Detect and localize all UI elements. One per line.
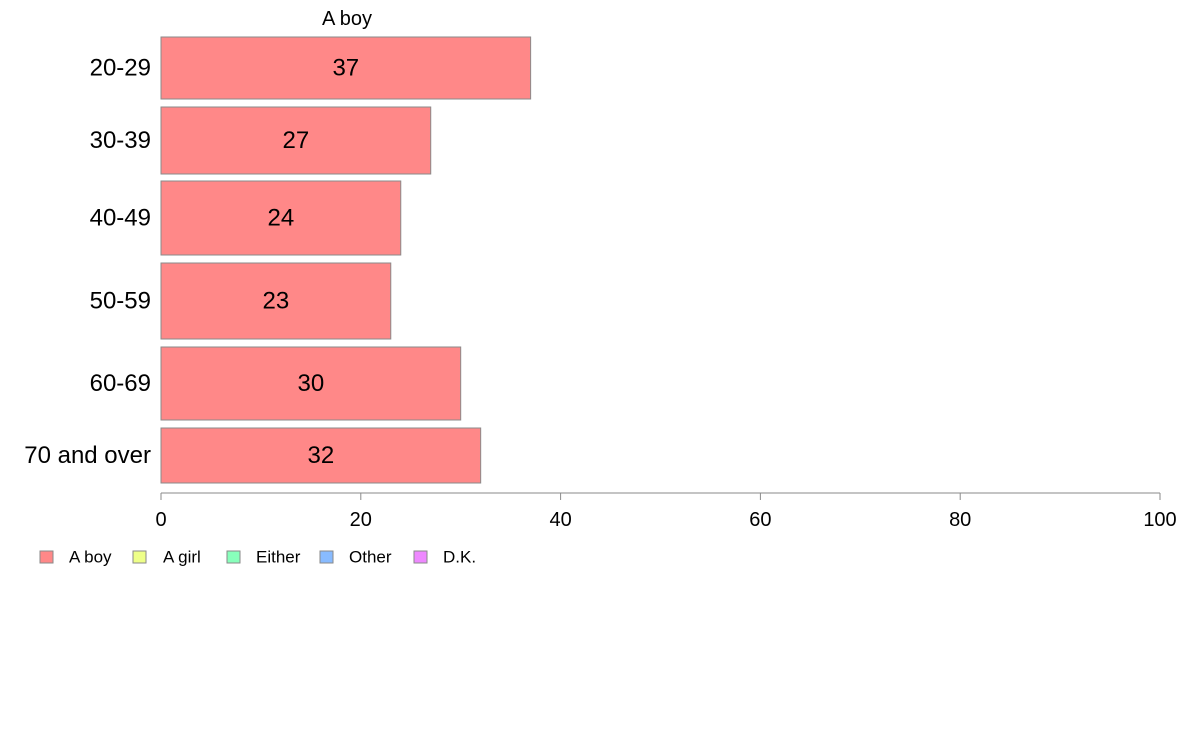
legend-swatch [319, 550, 334, 564]
data-label: 32 [307, 442, 334, 469]
category-label: 30-39 [90, 127, 151, 154]
legend: A boy A girl Either Other D.K. [39, 548, 476, 567]
data-label: 37 [332, 55, 359, 82]
category-label: 60-69 [90, 370, 151, 397]
legend-label: A boy [69, 548, 112, 567]
bar [160, 262, 392, 340]
category-label: 40-49 [90, 205, 151, 232]
bar [160, 346, 462, 421]
legend-swatch [39, 550, 54, 564]
x-tick-label: 20 [350, 509, 372, 531]
legend-swatch [132, 550, 147, 564]
x-tick-label: 60 [749, 509, 771, 531]
x-axis: 0 20 40 60 80 100 [155, 492, 1177, 531]
chart-title: A boy [322, 8, 372, 30]
category-label: 20-29 [90, 55, 151, 82]
data-label: 30 [297, 370, 324, 397]
data-label: 23 [263, 288, 290, 315]
x-tick-label: 40 [549, 509, 571, 531]
bars-layer: 20-29 37 30-39 27 40-49 24 50-59 23 60-69 30 70 an… [24, 36, 532, 484]
bar [160, 180, 402, 256]
x-tick-label: 0 [155, 509, 166, 531]
bar [160, 36, 532, 100]
legend-swatch [226, 550, 241, 564]
data-label: 24 [268, 205, 295, 232]
bar [160, 106, 432, 175]
x-tick-label: 100 [1143, 509, 1176, 531]
legend-label: Other [349, 548, 392, 567]
legend-label: A girl [163, 548, 201, 567]
legend-swatch [413, 550, 428, 564]
data-label: 27 [283, 127, 310, 154]
x-tick-label: 80 [949, 509, 971, 531]
legend-label: D.K. [443, 548, 476, 567]
category-label: 50-59 [90, 288, 151, 315]
category-label: 70 and over [24, 442, 151, 469]
bar [160, 427, 482, 484]
legend-label: Either [256, 548, 301, 567]
